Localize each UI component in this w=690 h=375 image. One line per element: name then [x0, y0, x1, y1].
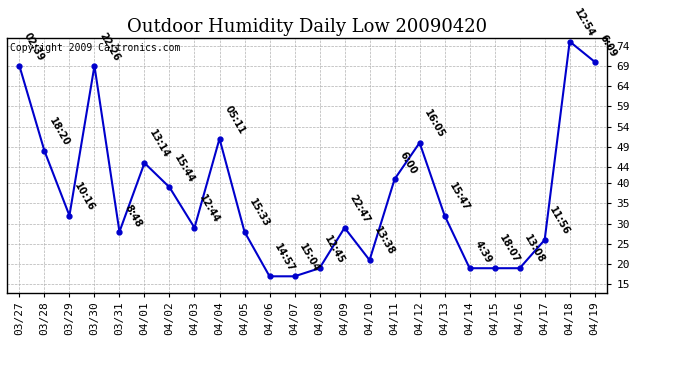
Text: 16:05: 16:05 [422, 108, 446, 140]
Text: 15:47: 15:47 [447, 181, 471, 213]
Text: 13:08: 13:08 [522, 234, 546, 266]
Text: Copyright 2009 Cartronics.com: Copyright 2009 Cartronics.com [10, 43, 180, 52]
Text: 12:54: 12:54 [573, 7, 597, 39]
Text: 15:33: 15:33 [247, 197, 271, 229]
Text: 6:00: 6:00 [397, 150, 418, 176]
Text: 13:38: 13:38 [373, 225, 397, 257]
Text: 15:44: 15:44 [172, 153, 197, 184]
Text: 8:48: 8:48 [122, 203, 143, 229]
Text: 11:56: 11:56 [547, 205, 571, 237]
Text: 13:14: 13:14 [147, 128, 171, 160]
Text: 18:07: 18:07 [497, 234, 522, 266]
Title: Outdoor Humidity Daily Low 20090420: Outdoor Humidity Daily Low 20090420 [127, 18, 487, 36]
Text: 12:45: 12:45 [322, 234, 346, 266]
Text: 4:39: 4:39 [473, 239, 493, 266]
Text: 18:20: 18:20 [47, 116, 72, 148]
Text: 10:16: 10:16 [72, 181, 97, 213]
Text: 22:26: 22:26 [97, 31, 121, 63]
Text: 05:11: 05:11 [222, 104, 246, 136]
Text: 6:09: 6:09 [598, 33, 618, 59]
Text: 22:47: 22:47 [347, 193, 371, 225]
Text: 02:39: 02:39 [22, 31, 46, 63]
Text: 14:57: 14:57 [273, 242, 297, 273]
Text: 15:04: 15:04 [297, 242, 322, 273]
Text: 12:44: 12:44 [197, 193, 221, 225]
